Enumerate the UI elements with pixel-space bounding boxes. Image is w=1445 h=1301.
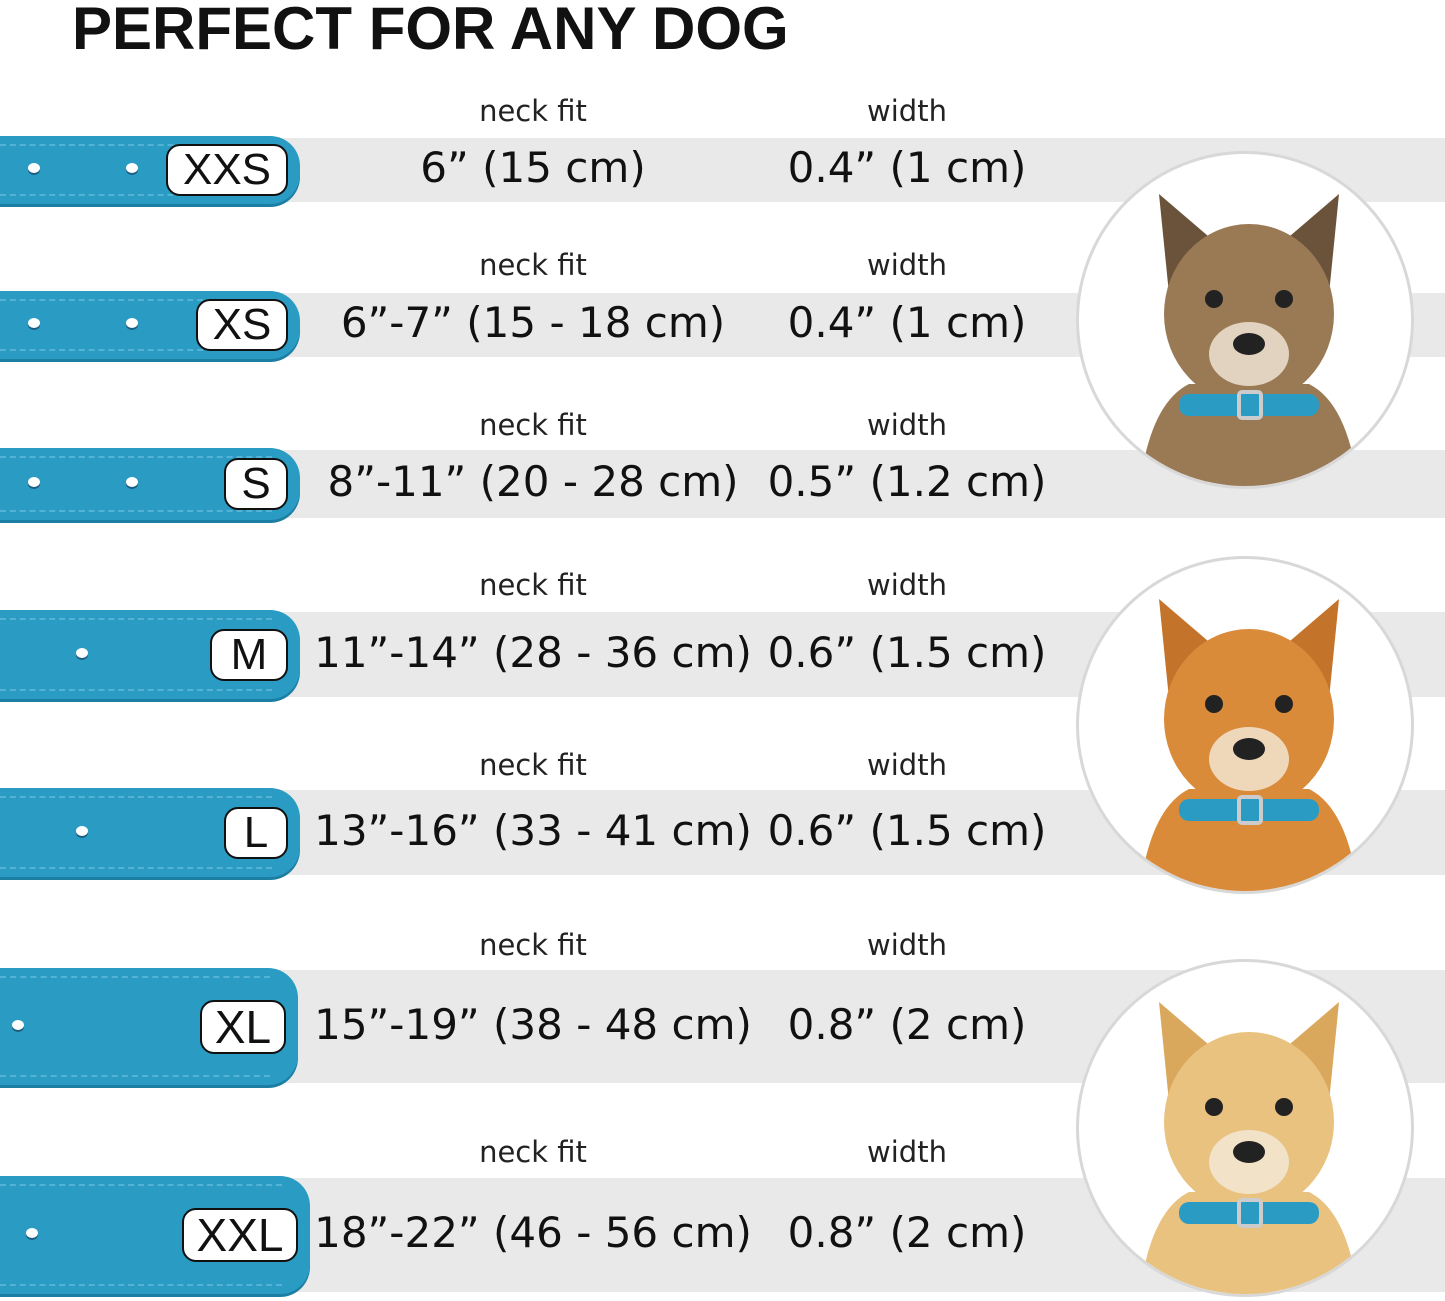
width-value: 0.6” (1.5 cm) (767, 627, 1047, 677)
width-value: 0.6” (1.5 cm) (767, 805, 1047, 855)
neck-fit-label: neck fit (479, 568, 587, 602)
dog-icon (1139, 599, 1359, 891)
size-tag: XXL (182, 1208, 298, 1262)
size-tag: L (224, 806, 288, 859)
width-value: 0.8” (2 cm) (787, 999, 1027, 1049)
width-label: width (867, 748, 947, 782)
width-label: width (867, 928, 947, 962)
dog-icon (1139, 194, 1359, 486)
collar-hole (26, 1228, 38, 1238)
neck-fit-label: neck fit (479, 928, 587, 962)
width-value: 0.5” (1.2 cm) (767, 457, 1047, 506)
dog-photo-1 (1076, 151, 1414, 489)
width-value: 0.4” (1 cm) (787, 143, 1027, 192)
collar-hole (12, 1019, 24, 1030)
width-value: 0.4” (1 cm) (787, 298, 1027, 347)
width-label: width (867, 408, 947, 442)
collar-hole (28, 318, 40, 328)
size-tag: XS (196, 299, 288, 351)
neck-fit-label: neck fit (479, 248, 587, 282)
collar-hole (126, 477, 138, 487)
size-tag: M (210, 628, 288, 681)
width-label: width (867, 248, 947, 282)
width-label: width (867, 94, 947, 128)
collar-graphic: XS (0, 291, 300, 359)
size-tag: S (224, 458, 288, 510)
neck-fit-label: neck fit (479, 94, 587, 128)
collar-hole (126, 163, 138, 173)
collar-graphic: M (0, 610, 300, 699)
width-value: 0.8” (2 cm) (787, 1208, 1027, 1257)
dog-photo-2 (1076, 556, 1414, 894)
neck-fit-label: neck fit (479, 408, 587, 442)
collar-hole (76, 647, 88, 658)
neck-fit-value: 8”-11” (20 - 28 cm) (327, 457, 739, 506)
collar-graphic: XL (0, 968, 298, 1085)
neck-fit-value: 15”-19” (38 - 48 cm) (314, 999, 752, 1049)
collar-hole (76, 825, 88, 836)
size-tag: XL (200, 999, 286, 1054)
collar-graphic: L (0, 788, 300, 877)
collar-graphic: XXS (0, 136, 300, 204)
width-label: width (867, 1135, 947, 1169)
dog-photo-3 (1076, 959, 1414, 1297)
page-title: PERFECT FOR ANY DOG (72, 0, 789, 62)
neck-fit-value: 6” (15 cm) (420, 143, 646, 192)
dog-icon (1139, 1002, 1359, 1294)
collar-hole (126, 318, 138, 328)
neck-fit-value: 6”-7” (15 - 18 cm) (340, 298, 726, 347)
collar-hole (28, 477, 40, 487)
neck-fit-label: neck fit (479, 748, 587, 782)
neck-fit-label: neck fit (479, 1135, 587, 1169)
size-tag: XXS (166, 144, 288, 196)
neck-fit-value: 13”-16” (33 - 41 cm) (314, 805, 752, 855)
collar-hole (28, 163, 40, 173)
collar-graphic: XXL (0, 1176, 310, 1294)
neck-fit-value: 11”-14” (28 - 36 cm) (314, 627, 752, 677)
neck-fit-value: 18”-22” (46 - 56 cm) (314, 1208, 752, 1257)
collar-graphic: S (0, 448, 300, 520)
width-label: width (867, 568, 947, 602)
